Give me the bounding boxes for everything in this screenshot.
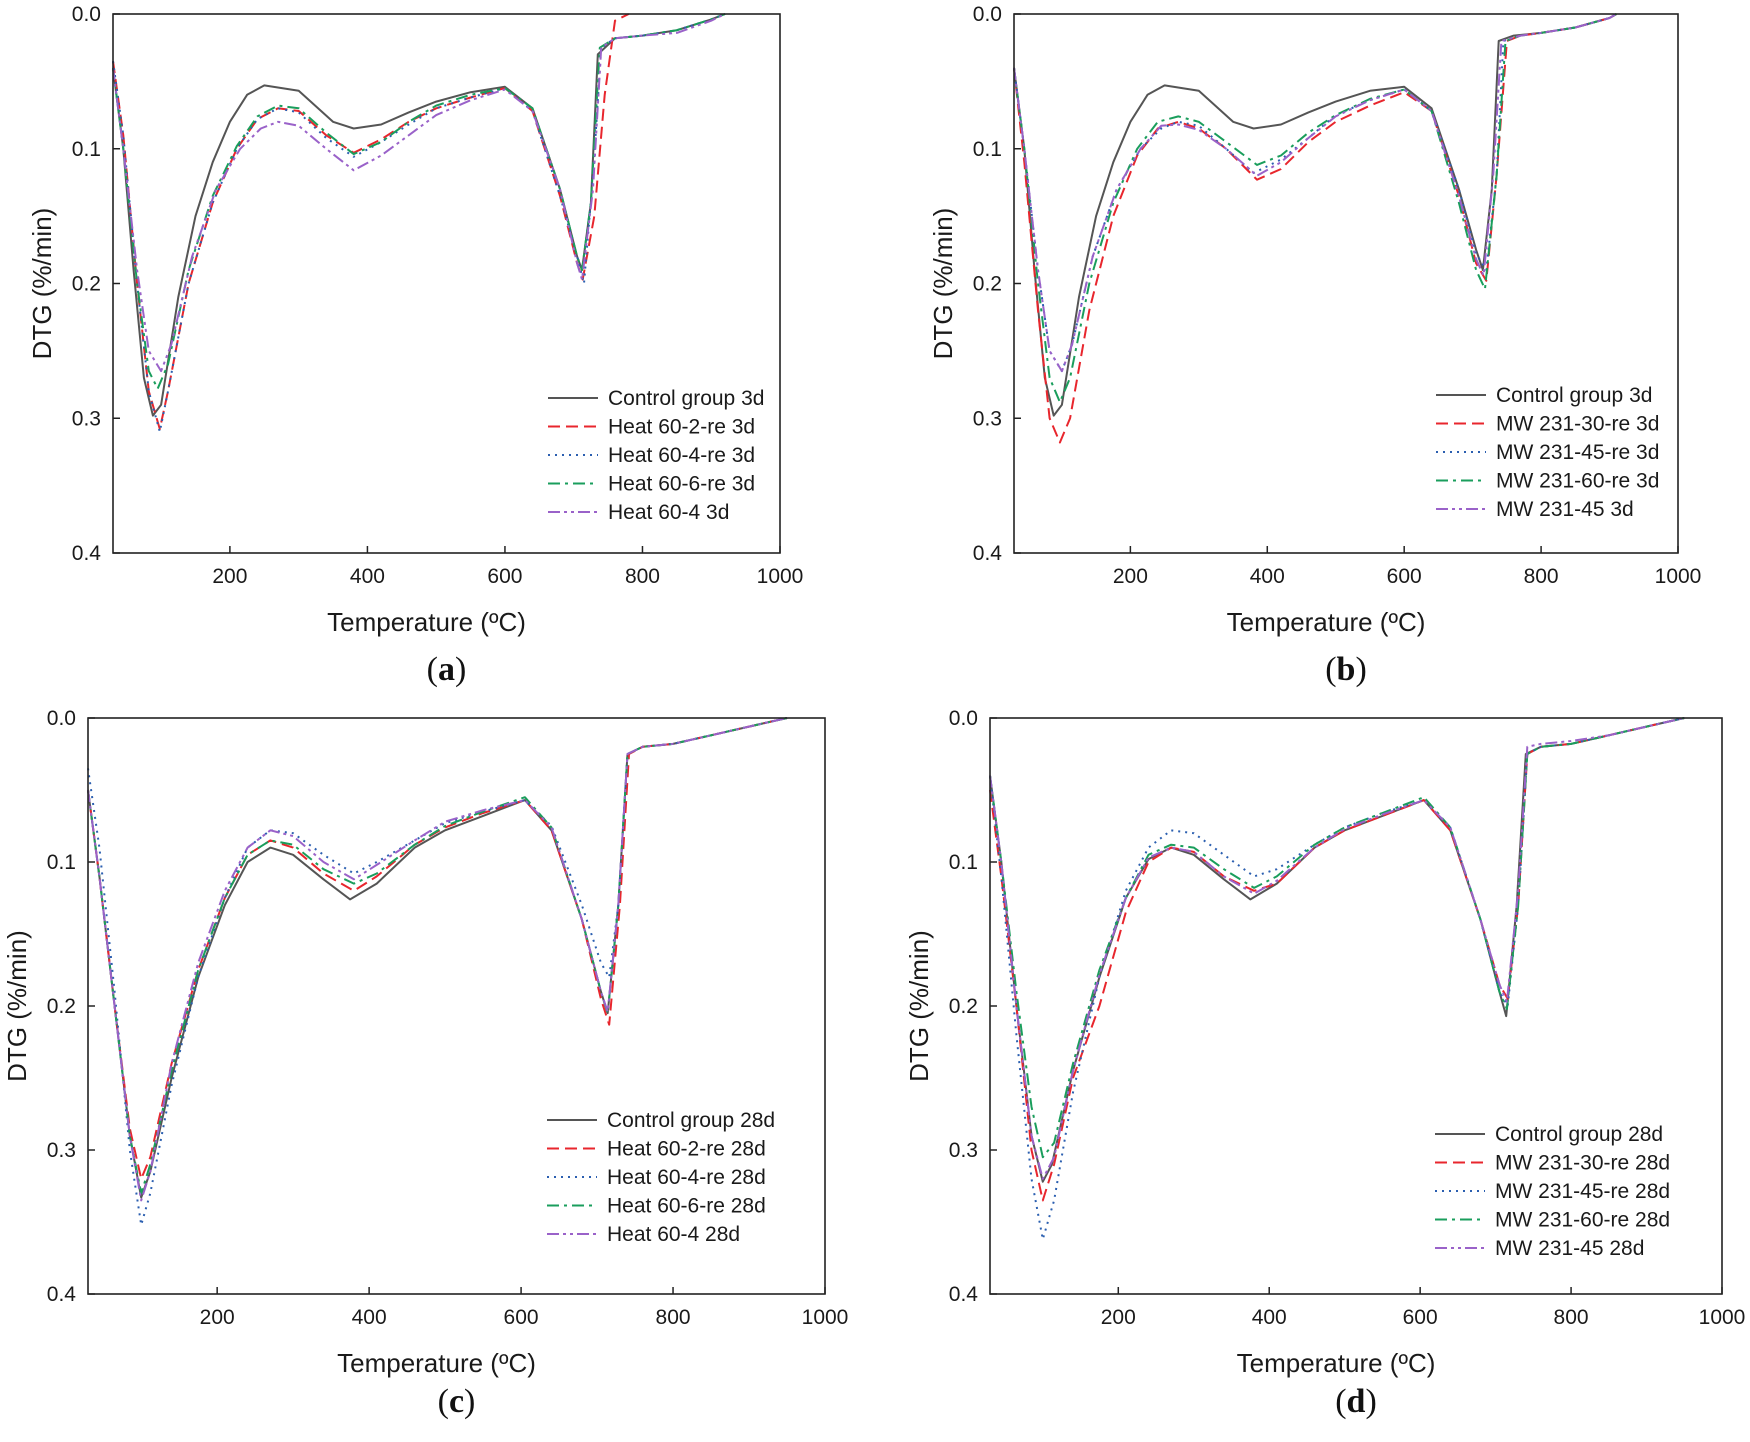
x-tick-label: 200: [200, 1306, 235, 1329]
series-line-b-5: [1013, 13, 1617, 373]
y-tick-label: 0.1: [973, 138, 1002, 161]
y-axis-title: DTG (%/min): [904, 930, 934, 1082]
y-tick-label: 0.0: [72, 3, 101, 26]
y-tick-label: 0.0: [47, 707, 76, 730]
x-tick-label: 400: [352, 1306, 387, 1329]
legend: Control group 28d Heat 60-2-re 28d Heat 60…: [547, 1109, 775, 1246]
chart-panel-a: 200 400 600 800 1000 0.0 0.1 0.2 0.3 0.4 Temperatu…: [27, 3, 803, 688]
y-tick-label: 0.4: [47, 1283, 77, 1306]
y-tick-label: 0.2: [973, 273, 1002, 296]
legend: Control group 3d MW 231-30-re 3d MW 231-45…: [1436, 384, 1659, 521]
x-axis-title: Temperature (ºC): [1227, 607, 1426, 637]
x-tick-label: 800: [1524, 565, 1559, 588]
legend-label: MW 231-60-re 28d: [1495, 1209, 1670, 1232]
series-line-b-4: [1013, 13, 1617, 404]
legend-label: Heat 60-4 3d: [608, 501, 729, 524]
x-tick-label: 800: [1554, 1306, 1589, 1329]
chart-panel-b: 200 400 600 800 1000 0.0 0.1 0.2 0.3 0.4 Temperatu…: [928, 3, 1701, 688]
legend-label: Control group 3d: [1496, 384, 1652, 407]
y-tick-label: 0.2: [949, 995, 978, 1018]
series-line-a-5: [112, 13, 726, 373]
legend-label: Heat 60-6-re 3d: [608, 473, 755, 496]
legend-label: Control group 3d: [608, 387, 764, 410]
legend-label: Control group 28d: [1495, 1123, 1663, 1146]
series-line-c-5: [87, 717, 788, 1202]
y-axis-title: DTG (%/min): [2, 930, 32, 1082]
x-tick-label: 1000: [757, 565, 804, 588]
series-line-b-2: [1013, 13, 1617, 444]
x-tick-label: 800: [625, 565, 660, 588]
legend-label: Heat 60-4 28d: [607, 1223, 740, 1246]
panel-label: (c): [438, 1383, 476, 1420]
panel-label: (a): [427, 651, 467, 688]
panel-label: (d): [1335, 1383, 1377, 1420]
y-tick-label: 0.0: [973, 3, 1002, 26]
series-line-d-5: [989, 717, 1685, 1180]
panel-label: (b): [1325, 651, 1367, 688]
y-tick-label: 0.3: [973, 407, 1002, 430]
x-tick-label: 600: [1403, 1306, 1438, 1329]
chart-panel-d: 200 400 600 800 1000 0.0 0.1 0.2 0.3 0.4 Temperatu…: [904, 707, 1745, 1420]
x-tick-label: 600: [1387, 565, 1422, 588]
legend: Control group 28d MW 231-30-re 28d MW 231-…: [1435, 1123, 1670, 1260]
y-axis-title: DTG (%/min): [27, 208, 57, 360]
x-axis-title: Temperature (ºC): [1237, 1348, 1436, 1378]
legend-label: Heat 60-2-re 3d: [608, 416, 755, 439]
y-tick-label: 0.2: [47, 995, 76, 1018]
y-tick-label: 0.4: [72, 542, 102, 565]
x-tick-label: 400: [1252, 1306, 1287, 1329]
series-line-d-4: [989, 717, 1685, 1159]
series-line-a-3: [112, 13, 726, 433]
y-tick-label: 0.1: [72, 138, 101, 161]
legend-label: MW 231-45-re 28d: [1495, 1180, 1670, 1203]
legend-label: Control group 28d: [607, 1109, 775, 1132]
x-tick-label: 200: [1113, 565, 1148, 588]
legend-label: MW 231-45 28d: [1495, 1237, 1644, 1260]
legend-label: MW 231-30-re 3d: [1496, 413, 1659, 436]
y-tick-label: 0.2: [72, 273, 101, 296]
y-tick-label: 0.3: [949, 1139, 978, 1162]
series-line-a-4: [112, 13, 726, 390]
y-tick-label: 0.0: [949, 707, 978, 730]
y-tick-label: 0.1: [47, 851, 76, 874]
legend-label: MW 231-60-re 3d: [1496, 470, 1659, 493]
x-tick-label: 200: [212, 565, 247, 588]
x-tick-label: 1000: [1699, 1306, 1746, 1329]
legend-label: Heat 60-6-re 28d: [607, 1195, 766, 1218]
legend-label: MW 231-30-re 28d: [1495, 1152, 1670, 1175]
x-tick-label: 1000: [802, 1306, 849, 1329]
y-tick-label: 0.3: [47, 1139, 76, 1162]
x-tick-label: 600: [504, 1306, 539, 1329]
series-line-a-2: [112, 13, 630, 430]
legend-label: Heat 60-4-re 3d: [608, 444, 755, 467]
y-tick-label: 0.1: [949, 851, 978, 874]
chart-panel-c: 200 400 600 800 1000 0.0 0.1 0.2 0.3 0.4 Temperatu…: [2, 707, 848, 1420]
y-tick-label: 0.3: [72, 407, 101, 430]
legend-label: MW 231-45-re 3d: [1496, 441, 1659, 464]
x-tick-label: 600: [487, 565, 522, 588]
x-axis-title: Temperature (ºC): [337, 1348, 536, 1378]
x-axis-title: Temperature (ºC): [327, 607, 526, 637]
x-tick-label: 400: [1250, 565, 1285, 588]
legend-label: Heat 60-2-re 28d: [607, 1138, 766, 1161]
series-line-a-1: [112, 13, 726, 417]
x-tick-label: 400: [350, 565, 385, 588]
y-tick-label: 0.4: [973, 542, 1003, 565]
x-tick-label: 1000: [1655, 565, 1702, 588]
y-axis-title: DTG (%/min): [928, 208, 958, 360]
legend: Control group 3d Heat 60-2-re 3d Heat 60-4…: [548, 387, 764, 524]
series-line-b-1: [1013, 13, 1617, 417]
x-tick-label: 800: [656, 1306, 691, 1329]
x-tick-label: 200: [1101, 1306, 1136, 1329]
legend-label: Heat 60-4-re 28d: [607, 1166, 766, 1189]
legend-label: MW 231-45 3d: [1496, 498, 1634, 521]
y-tick-label: 0.4: [949, 1283, 979, 1306]
series-line-d-1: [989, 717, 1685, 1183]
